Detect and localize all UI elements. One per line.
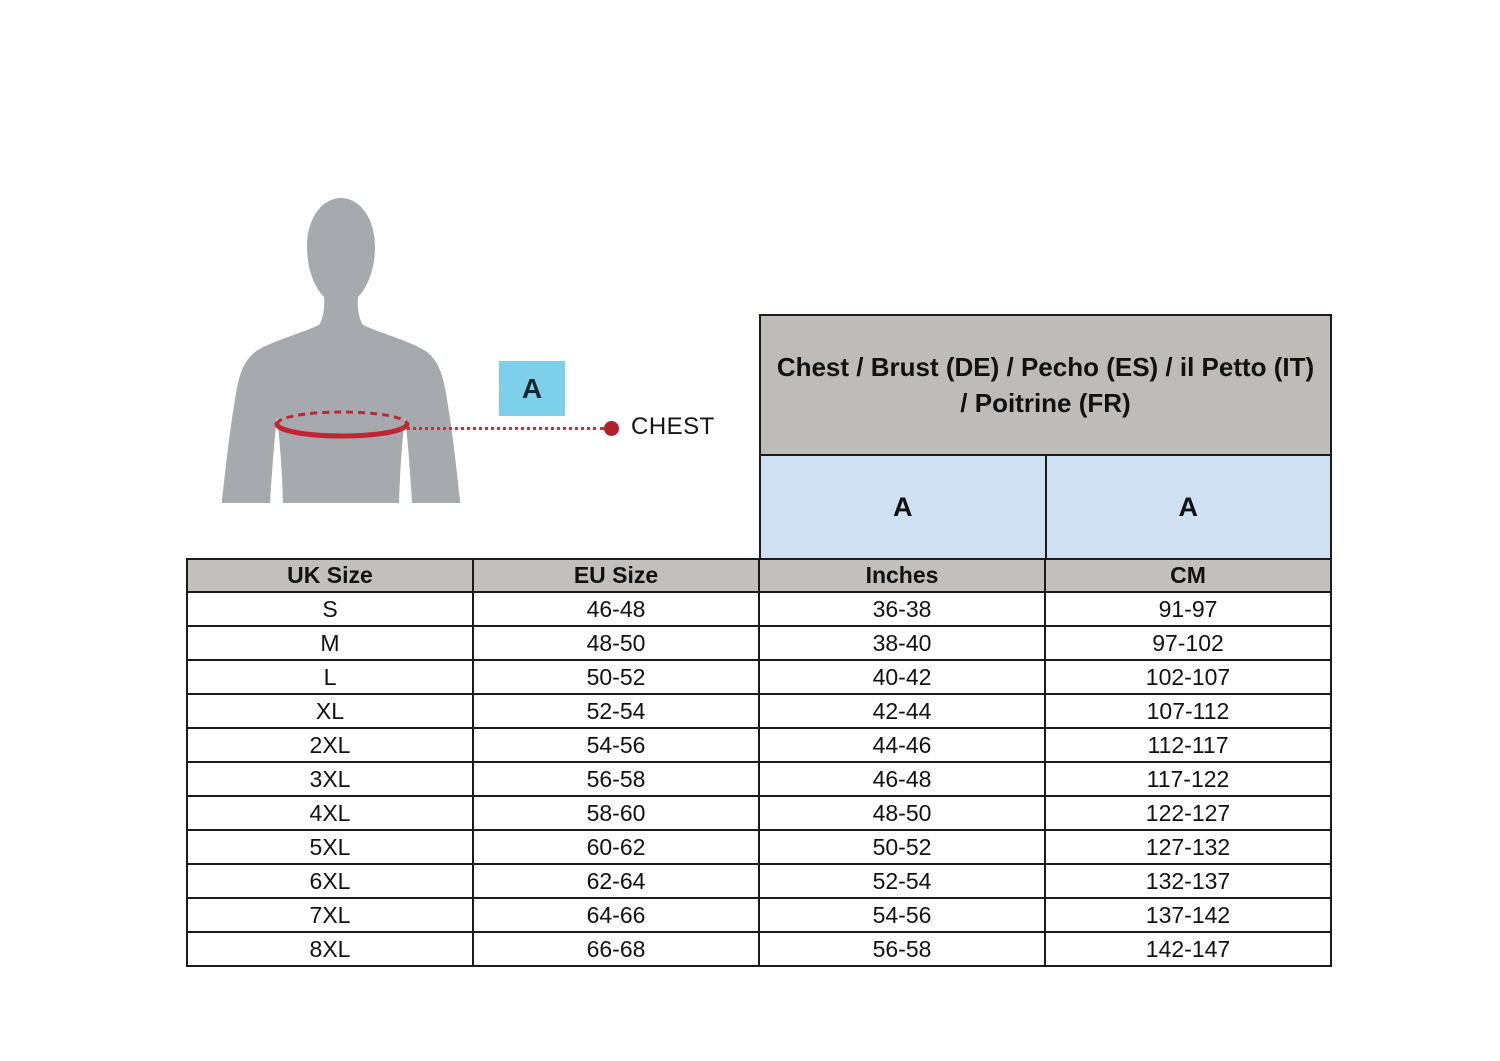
cell-uk: 5XL bbox=[186, 829, 474, 865]
cell-eu: 64-66 bbox=[472, 897, 760, 933]
size-row: XL 52-54 42-44 107-112 bbox=[186, 693, 1332, 729]
cell-uk: 3XL bbox=[186, 761, 474, 797]
cell-uk: XL bbox=[186, 693, 474, 729]
size-row: 3XL 56-58 46-48 117-122 bbox=[186, 761, 1332, 797]
col-header-cm: CM bbox=[1044, 558, 1332, 593]
cell-eu: 60-62 bbox=[472, 829, 760, 865]
cell-inches: 38-40 bbox=[758, 625, 1046, 661]
cell-inches: 52-54 bbox=[758, 863, 1046, 899]
cell-cm: 97-102 bbox=[1044, 625, 1332, 661]
measurement-a-badge: A bbox=[499, 361, 565, 416]
cell-cm: 107-112 bbox=[1044, 693, 1332, 729]
cell-cm: 122-127 bbox=[1044, 795, 1332, 831]
size-row: 7XL 64-66 54-56 137-142 bbox=[186, 897, 1332, 933]
col-header-uk-size: UK Size bbox=[186, 558, 474, 593]
cell-uk: 2XL bbox=[186, 727, 474, 763]
chest-label: CHEST bbox=[631, 413, 715, 440]
cell-cm: 102-107 bbox=[1044, 659, 1332, 695]
cell-uk: 6XL bbox=[186, 863, 474, 899]
cell-inches: 56-58 bbox=[758, 931, 1046, 967]
body-silhouette-figure bbox=[222, 198, 460, 503]
chest-header-line1: Chest / Brust (DE) / Pecho (ES) / il Pet… bbox=[776, 352, 1315, 382]
col-header-inches: Inches bbox=[758, 558, 1046, 593]
cell-cm: 112-117 bbox=[1044, 727, 1332, 763]
size-row: 4XL 58-60 48-50 122-127 bbox=[186, 795, 1332, 831]
cell-eu: 54-56 bbox=[472, 727, 760, 763]
measurement-sub-header-row: A A bbox=[759, 456, 1332, 558]
size-table: UK Size EU Size Inches CM S 46-48 36-38 … bbox=[186, 558, 1332, 967]
cell-cm: 137-142 bbox=[1044, 897, 1332, 933]
torso-silhouette bbox=[222, 198, 460, 503]
cell-cm: 117-122 bbox=[1044, 761, 1332, 797]
size-row: 8XL 66-68 56-58 142-147 bbox=[186, 931, 1332, 967]
cell-inches: 46-48 bbox=[758, 761, 1046, 797]
cell-uk: M bbox=[186, 625, 474, 661]
cell-cm: 91-97 bbox=[1044, 591, 1332, 627]
cell-eu: 46-48 bbox=[472, 591, 760, 627]
size-row: 2XL 54-56 44-46 112-117 bbox=[186, 727, 1332, 763]
right-arm-gap bbox=[399, 417, 412, 503]
cell-inches: 40-42 bbox=[758, 659, 1046, 695]
chest-leader-line bbox=[400, 427, 604, 430]
cell-cm: 132-137 bbox=[1044, 863, 1332, 899]
cell-eu: 56-58 bbox=[472, 761, 760, 797]
chest-measurement-header: Chest / Brust (DE) / Pecho (ES) / il Pet… bbox=[759, 314, 1332, 456]
cell-uk: S bbox=[186, 591, 474, 627]
col-header-eu-size: EU Size bbox=[472, 558, 760, 593]
cell-eu: 58-60 bbox=[472, 795, 760, 831]
size-row: 5XL 60-62 50-52 127-132 bbox=[186, 829, 1332, 865]
cell-uk: 7XL bbox=[186, 897, 474, 933]
cell-uk: L bbox=[186, 659, 474, 695]
cell-uk: 4XL bbox=[186, 795, 474, 831]
cell-eu: 52-54 bbox=[472, 693, 760, 729]
size-row: S 46-48 36-38 91-97 bbox=[186, 591, 1332, 627]
cell-uk: 8XL bbox=[186, 931, 474, 967]
cell-eu: 48-50 bbox=[472, 625, 760, 661]
cell-inches: 36-38 bbox=[758, 591, 1046, 627]
cell-inches: 48-50 bbox=[758, 795, 1046, 831]
chest-ellipse-back-dashed bbox=[275, 410, 409, 425]
chest-header-line2: / Poitrine (FR) bbox=[960, 388, 1131, 418]
sub-header-a-inches: A bbox=[761, 456, 1047, 558]
size-table-header-row: UK Size EU Size Inches CM bbox=[186, 558, 1332, 593]
chest-leader-dot bbox=[604, 421, 619, 436]
cell-inches: 54-56 bbox=[758, 897, 1046, 933]
size-row: 6XL 62-64 52-54 132-137 bbox=[186, 863, 1332, 899]
cell-cm: 127-132 bbox=[1044, 829, 1332, 865]
cell-eu: 50-52 bbox=[472, 659, 760, 695]
cell-inches: 44-46 bbox=[758, 727, 1046, 763]
left-arm-gap bbox=[270, 417, 283, 503]
sub-header-a-cm: A bbox=[1178, 491, 1199, 522]
size-row: L 50-52 40-42 102-107 bbox=[186, 659, 1332, 695]
cell-cm: 142-147 bbox=[1044, 931, 1332, 967]
size-row: M 48-50 38-40 97-102 bbox=[186, 625, 1332, 661]
cell-inches: 42-44 bbox=[758, 693, 1046, 729]
cell-inches: 50-52 bbox=[758, 829, 1046, 865]
cell-eu: 62-64 bbox=[472, 863, 760, 899]
cell-eu: 66-68 bbox=[472, 931, 760, 967]
